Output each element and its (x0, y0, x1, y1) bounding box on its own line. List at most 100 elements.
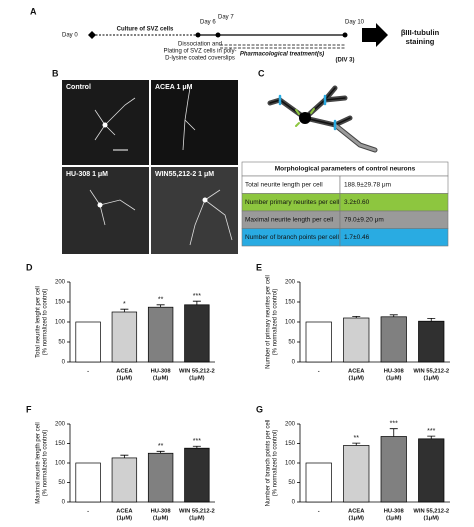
marker (195, 32, 201, 38)
bar (75, 321, 101, 363)
significance: * (123, 301, 126, 308)
div-label: (DIV 3) (335, 58, 354, 64)
x-tick-label: (1μM) (153, 516, 169, 522)
table-label: Total neurite length per cell (245, 181, 323, 188)
panel-label: B (52, 68, 59, 78)
y-axis-label: Number of branch points per cell (266, 420, 272, 507)
significance: ** (158, 443, 164, 450)
panel-label: E (256, 262, 262, 272)
error-bar (427, 318, 436, 322)
x-tick-label: - (87, 369, 89, 375)
staining-label: staining (406, 37, 435, 46)
table-label: Maximal neurite length per cell (245, 216, 334, 223)
image-label: Control (66, 84, 91, 91)
error-bar (120, 308, 129, 312)
soma (97, 202, 103, 208)
y-axis-label: (% normalized to control) (43, 430, 49, 497)
y-tick-label: 0 (292, 360, 296, 366)
x-tick-label: ACEA (348, 509, 365, 515)
y-tick-label: 150 (55, 441, 66, 447)
x-tick-label: (1μM) (424, 376, 440, 382)
dissociation-text: Plating of SVZ cells in poly- (163, 49, 236, 55)
y-tick-label: 100 (55, 320, 66, 326)
soma (202, 197, 208, 203)
table-label: Number of branch points per cell (245, 234, 339, 241)
bar (418, 320, 445, 363)
bar (343, 317, 370, 363)
y-tick-label: 100 (285, 461, 296, 467)
bar (184, 447, 210, 503)
x-tick-label: (1μM) (349, 376, 365, 382)
image-label: WIN55,212-2 1 μM (155, 171, 214, 178)
error-bar (192, 300, 201, 305)
arrow (362, 23, 388, 47)
y-axis-label: Maximal neurite length per cell (36, 422, 42, 503)
x-tick-label: (1μM) (386, 516, 402, 522)
error-bar (192, 445, 201, 449)
y-tick-label: 200 (55, 280, 66, 286)
y-tick-label: 0 (292, 500, 296, 506)
bar (380, 316, 407, 363)
dissociation-text: D-lysine coated coverslips (165, 56, 235, 62)
panel-label: D (26, 262, 33, 272)
significance: ** (158, 297, 164, 304)
y-tick-label: 50 (288, 480, 295, 486)
x-tick-label: WIN 55,212-2 (179, 369, 215, 375)
table-value: 3.2±0.60 (344, 199, 370, 206)
table-cell (339, 228, 449, 247)
error-bar (120, 454, 129, 458)
x-tick-label: (1μM) (189, 376, 205, 382)
treatment-label: Pharmacological treatment(s) (240, 52, 324, 58)
micrograph (62, 167, 149, 254)
marker (342, 32, 348, 38)
y-tick-label: 50 (288, 340, 295, 346)
error-bar (352, 442, 361, 446)
y-axis-label: Number of primary neurites per cell (266, 275, 272, 369)
bar (418, 438, 445, 503)
x-tick-label: ACEA (348, 369, 365, 375)
error-bar (389, 428, 398, 437)
x-tick-label: (1μM) (424, 516, 440, 522)
y-axis-label: (% normalized to control) (273, 289, 279, 356)
x-tick-label: WIN 55,212-2 (413, 509, 449, 515)
x-tick-label: (1μM) (349, 516, 365, 522)
panel-label: G (256, 404, 263, 414)
bar (380, 436, 407, 503)
staining-label: βIII-tubulin (401, 28, 440, 37)
error-bar (352, 316, 361, 318)
y-axis-label: (% normalized to control) (43, 289, 49, 356)
x-tick-label: (1μM) (189, 516, 205, 522)
image-label: ACEA 1 μM (155, 84, 193, 91)
x-tick-label: HU-308 (151, 509, 172, 515)
y-tick-label: 100 (285, 320, 296, 326)
day-label: Day 6 (200, 20, 216, 26)
x-tick-label: (1μM) (153, 376, 169, 382)
dissociation-text: Dissociation and (178, 42, 222, 48)
x-tick-label: - (318, 509, 320, 515)
y-tick-label: 50 (58, 340, 65, 346)
x-tick-label: WIN 55,212-2 (413, 369, 449, 375)
error-bar (427, 435, 436, 439)
bar (343, 445, 370, 503)
day-label: Day 0 (62, 33, 78, 39)
table-value: 1.7±0.46 (344, 234, 370, 241)
x-tick-label: (1μM) (386, 376, 402, 382)
y-tick-label: 100 (55, 461, 66, 467)
significance: ** (354, 435, 360, 442)
y-axis-label: (% normalized to control) (273, 430, 279, 497)
x-tick-label: (1μM) (117, 516, 133, 522)
x-tick-label: - (318, 369, 320, 375)
bar (111, 311, 138, 363)
x-tick-label: (1μM) (117, 376, 133, 382)
x-tick-label: - (87, 509, 89, 515)
bar (147, 452, 174, 503)
y-tick-label: 150 (55, 300, 66, 306)
x-tick-label: HU-308 (384, 369, 405, 375)
marker (215, 32, 221, 38)
significance: *** (193, 293, 201, 300)
error-bar (389, 314, 398, 317)
y-tick-label: 0 (62, 500, 66, 506)
x-tick-label: WIN 55,212-2 (179, 509, 215, 515)
day-label: Day 10 (345, 20, 365, 26)
